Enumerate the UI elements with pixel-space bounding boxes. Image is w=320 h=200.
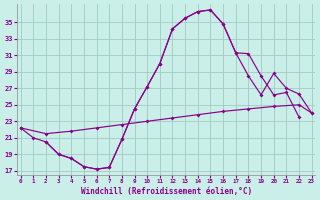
X-axis label: Windchill (Refroidissement éolien,°C): Windchill (Refroidissement éolien,°C): [81, 187, 252, 196]
